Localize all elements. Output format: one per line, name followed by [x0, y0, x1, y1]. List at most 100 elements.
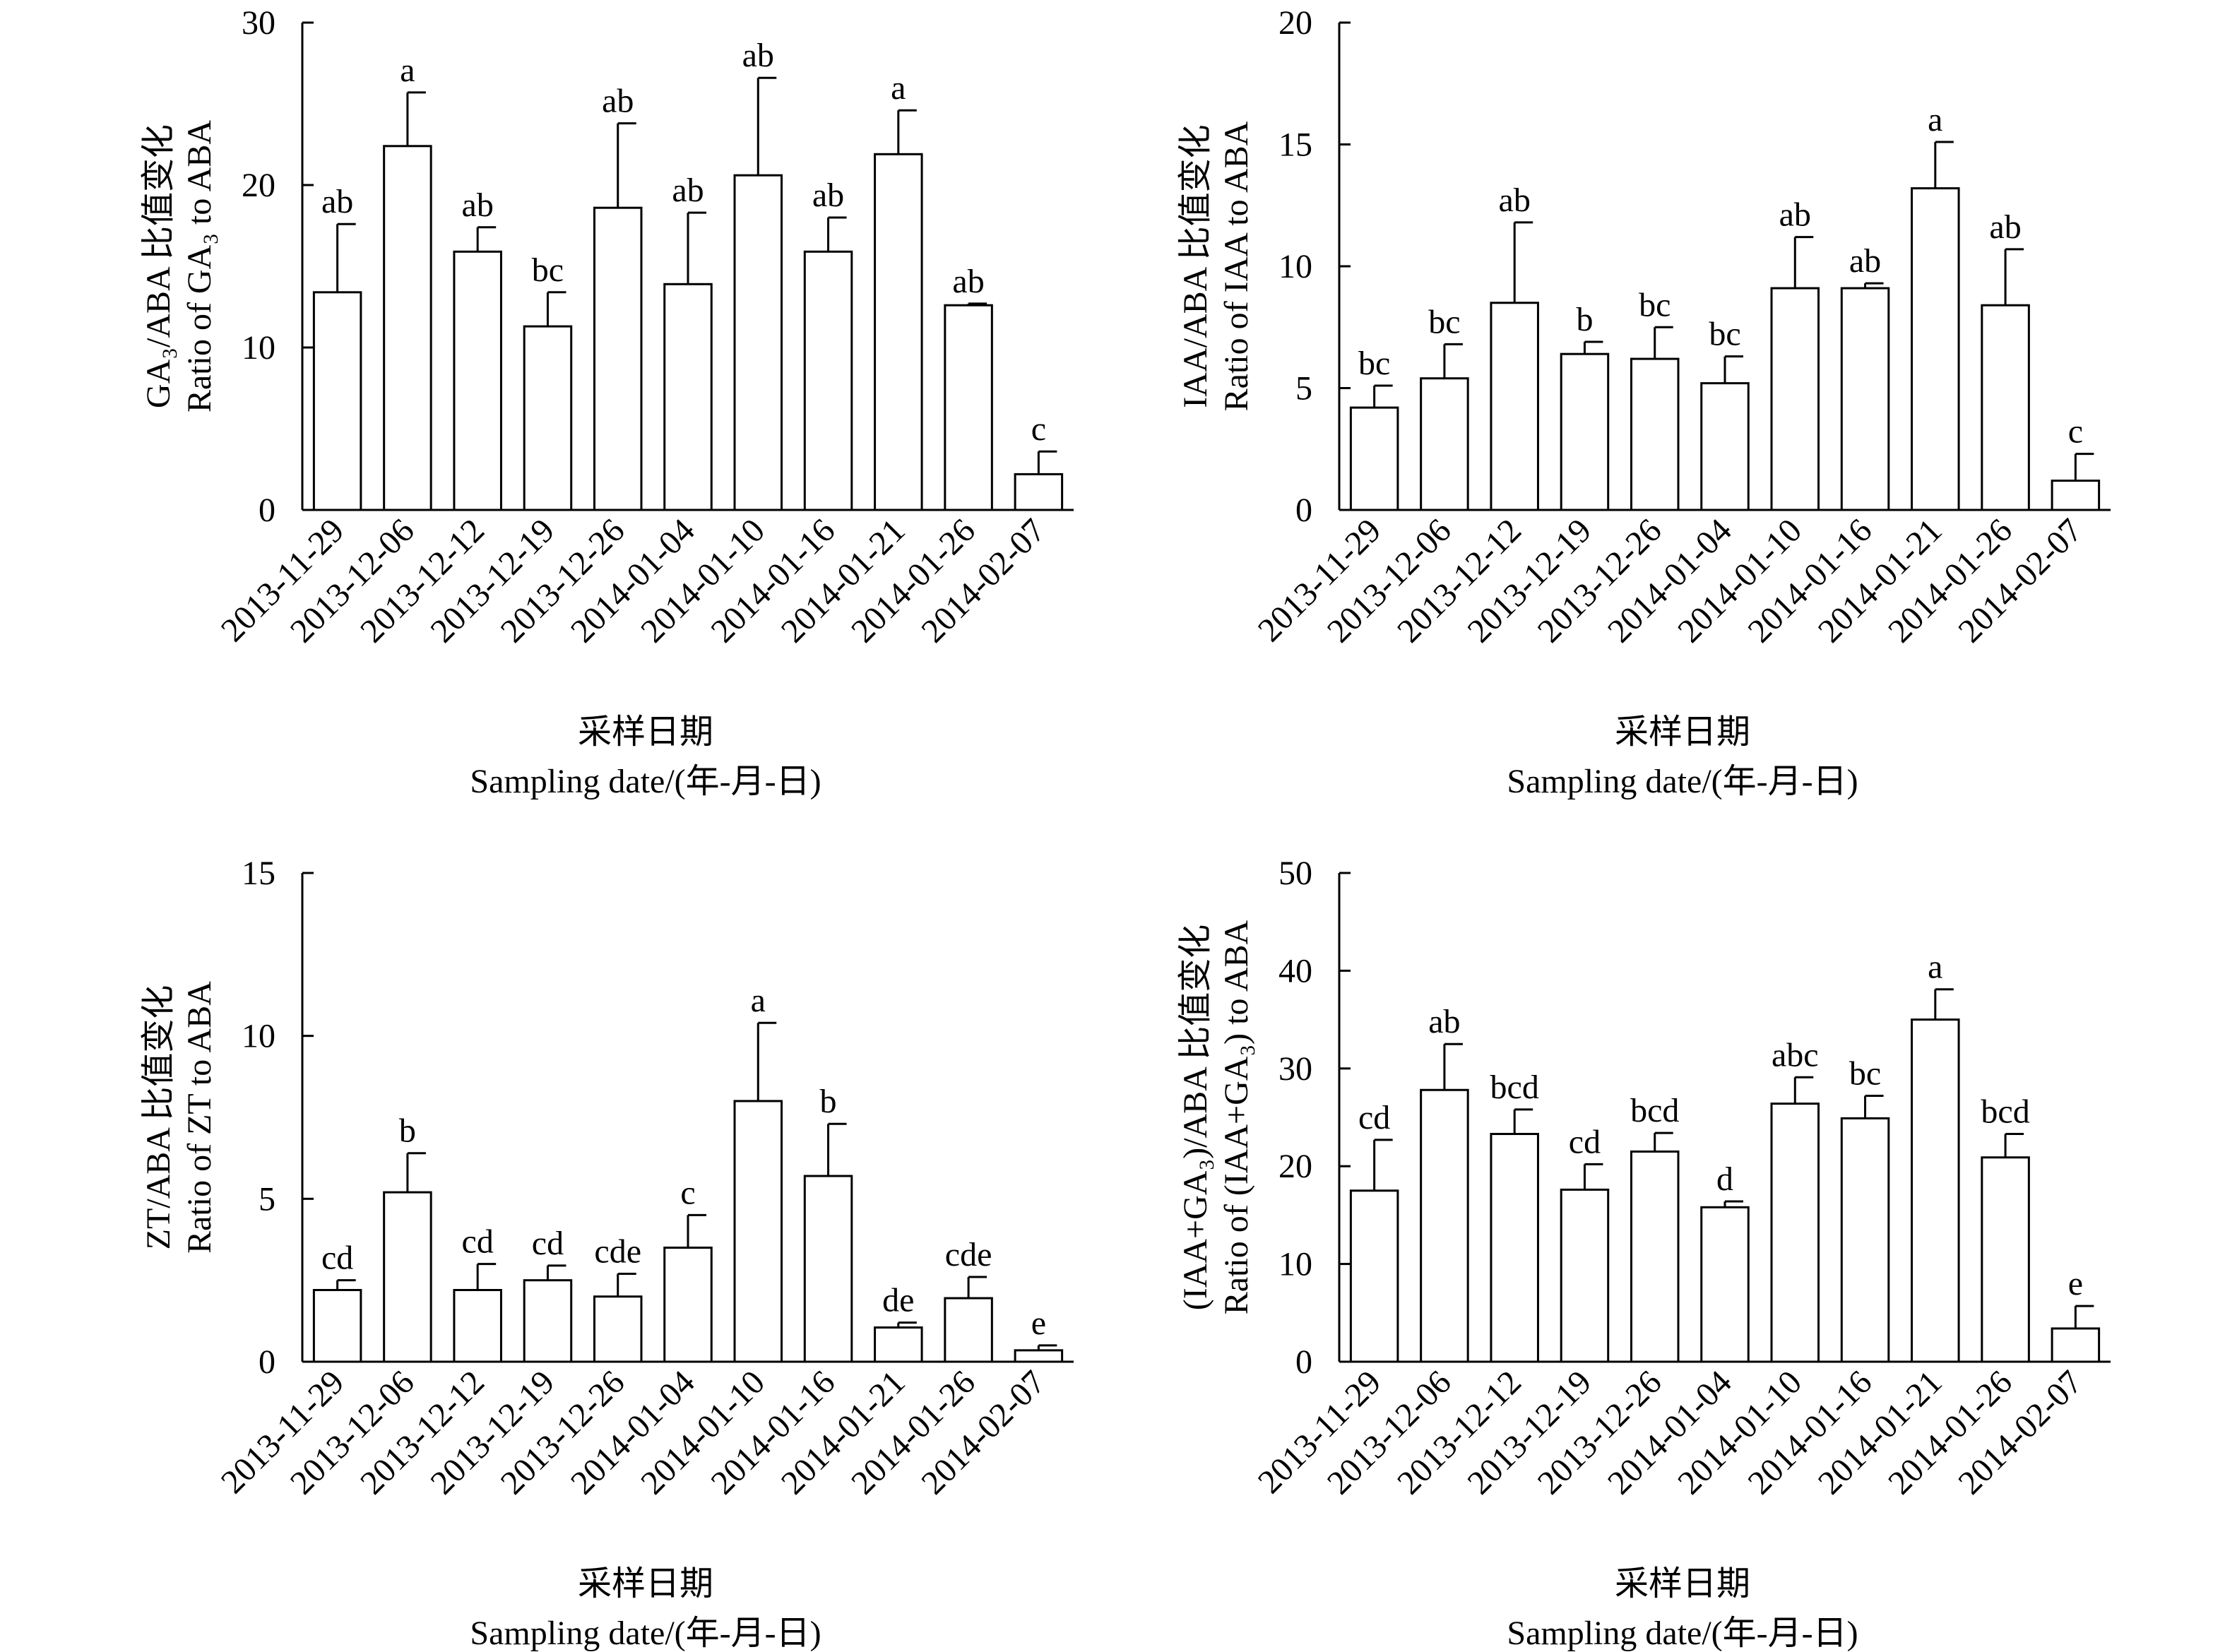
significance-letter: ab	[742, 37, 774, 74]
y-tick-label: 50	[1278, 855, 1312, 892]
significance-letter: cd	[532, 1225, 564, 1262]
bar	[1490, 1133, 1539, 1363]
bar	[1349, 406, 1399, 511]
x-axis-title: 采样日期	[578, 1565, 713, 1603]
bar	[1420, 377, 1469, 511]
chart-panel-3: 051015cd2013-11-29b2013-12-06cd2013-12-1…	[140, 855, 1074, 1652]
bar	[523, 325, 573, 511]
significance-letter: ab	[321, 183, 353, 220]
significance-letter: cd	[1358, 1099, 1390, 1136]
x-axis-title: 采样日期	[1615, 1565, 1750, 1603]
bar	[1770, 287, 1820, 511]
bar	[593, 1295, 643, 1363]
chart-panel-1: 0102030ab2013-11-29a2013-12-06ab2013-12-…	[140, 4, 1074, 800]
bar	[1560, 1188, 1610, 1363]
y-tick-label: 5	[1295, 370, 1312, 408]
y-tick-label: 0	[259, 492, 275, 529]
y-tick-label: 0	[1295, 1343, 1312, 1381]
significance-letter: ab	[1989, 208, 2021, 246]
significance-letter: bc	[1849, 1055, 1881, 1093]
significance-letter: cd	[321, 1240, 353, 1277]
bar	[733, 1100, 783, 1363]
bar	[1770, 1103, 1820, 1363]
bar	[803, 250, 853, 511]
significance-letter: c	[680, 1174, 695, 1211]
y-axis-subtitle: Ratio of (IAA+GA₃) to ABA	[1218, 920, 1255, 1314]
significance-letter: b	[399, 1112, 416, 1150]
bar	[1420, 1088, 1469, 1363]
significance-letter: e	[2068, 1265, 2083, 1302]
bar	[803, 1175, 853, 1363]
y-tick-label: 30	[1278, 1050, 1312, 1088]
y-tick-label: 40	[1278, 952, 1312, 990]
bar	[874, 153, 923, 511]
significance-letter: ab	[602, 83, 634, 120]
y-tick-label: 15	[242, 855, 275, 892]
y-tick-label: 20	[1278, 4, 1312, 42]
y-axis-title: IAA/ABA 比值变化	[1177, 124, 1214, 408]
y-tick-label: 10	[1278, 1246, 1312, 1283]
bar	[453, 1289, 502, 1363]
significance-letter: a	[400, 52, 415, 89]
y-tick-label: 15	[1278, 126, 1312, 164]
bar	[312, 291, 362, 511]
bar	[1840, 1117, 1890, 1363]
bar	[1911, 187, 1960, 511]
bar	[1630, 1150, 1680, 1363]
significance-letter: bc	[1428, 303, 1460, 340]
y-tick-label: 10	[242, 329, 275, 367]
significance-letter: c	[1031, 410, 1046, 448]
bar	[874, 1326, 923, 1363]
bar	[1981, 1156, 2030, 1363]
x-axis-subtitle: Sampling date/(年-月-日)	[1507, 763, 1858, 800]
significance-letter: b	[1576, 301, 1593, 338]
significance-letter: bc	[532, 251, 564, 289]
bar	[1349, 1189, 1399, 1363]
bar	[1630, 357, 1680, 511]
significance-letter: d	[1716, 1160, 1733, 1198]
bar	[1700, 382, 1750, 511]
significance-letter: bcd	[1630, 1092, 1679, 1129]
bar	[1700, 1206, 1750, 1363]
bar	[1490, 302, 1539, 511]
chart-panel-4: 01020304050cd2013-11-29ab2013-12-06bcd20…	[1177, 855, 2111, 1652]
y-tick-label: 20	[242, 167, 275, 204]
x-axis-subtitle: Sampling date/(年-月-日)	[1507, 1615, 1858, 1652]
y-tick-label: 30	[242, 4, 275, 42]
significance-letter: c	[2068, 413, 2083, 451]
significance-letter: a	[891, 69, 906, 107]
significance-letter: ab	[1428, 1003, 1460, 1040]
significance-letter: cde	[594, 1232, 641, 1270]
bar	[2051, 1327, 2101, 1363]
bar	[1014, 1349, 1064, 1363]
significance-letter: bc	[1358, 345, 1390, 382]
significance-letter: ab	[1779, 196, 1811, 234]
bar	[383, 145, 432, 511]
bar	[663, 1247, 713, 1363]
significance-letter: bcd	[1981, 1093, 2029, 1131]
bar	[1014, 473, 1064, 511]
y-axis-title: GA₃/ABA 比值变化	[140, 124, 177, 408]
significance-letter: ab	[952, 263, 984, 300]
chart-panel-2: 05101520bc2013-11-29bc2013-12-06ab2013-1…	[1177, 4, 2111, 800]
significance-letter: ab	[462, 186, 494, 224]
significance-letter: cd	[462, 1223, 494, 1261]
bar	[1981, 304, 2030, 511]
y-tick-label: 20	[1278, 1148, 1312, 1185]
bar	[2051, 480, 2101, 511]
significance-letter: a	[1928, 949, 1942, 986]
significance-letter: e	[1031, 1305, 1046, 1342]
bar	[383, 1191, 432, 1363]
y-tick-label: 10	[1278, 248, 1312, 285]
x-axis-title: 采样日期	[578, 713, 713, 751]
significance-letter: ab	[812, 177, 844, 214]
y-axis-subtitle: Ratio of ZT to ABA	[181, 981, 218, 1254]
significance-letter: bc	[1639, 286, 1671, 323]
bar	[593, 206, 643, 511]
significance-letter: bcd	[1490, 1069, 1539, 1106]
y-axis-subtitle: Ratio of GA₃ to ABA	[181, 120, 218, 412]
bar	[733, 174, 783, 511]
significance-letter: a	[751, 982, 766, 1019]
y-axis-title: ZT/ABA 比值变化	[140, 985, 177, 1250]
